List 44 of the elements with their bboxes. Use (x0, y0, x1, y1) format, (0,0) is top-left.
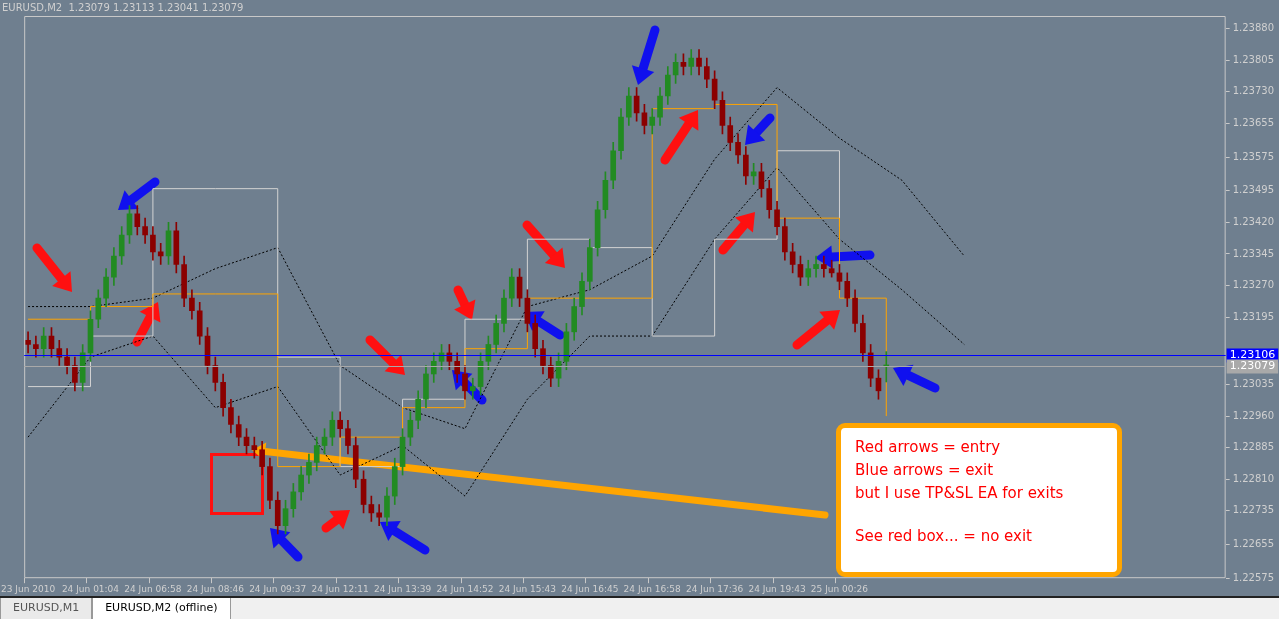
x-tick-label: 24 Jun 08:46 (186, 583, 245, 594)
x-tick-label: 24 Jun 14:52 (436, 583, 494, 594)
x-tick-label: 24 Jun 06:58 (124, 583, 182, 594)
x-tick-label: 24 Jun 16:58 (623, 583, 682, 594)
annotation: Blue arrows = exit (855, 460, 995, 481)
annotation: Red arrows = entry (855, 437, 1002, 458)
y-tick-label: 1.22960 (1232, 409, 1275, 421)
candlestick (469, 377, 476, 400)
y-tick-label: 1.23805 (1232, 53, 1275, 65)
y-tick-label: 1.23035 (1232, 378, 1275, 390)
y-tick-label: 1.23270 (1232, 279, 1275, 291)
candlestick (157, 243, 164, 265)
x-tick-label: 24 Jun 13:39 (373, 583, 432, 594)
x-tick-label: 24 Jun 17:36 (686, 583, 744, 594)
y-tick-label: 1.23495 (1232, 184, 1275, 196)
y-tick-label: 1.23420 (1232, 215, 1275, 227)
x-tick-label: 24 Jun 19:43 (748, 583, 806, 594)
y-tick-label: 1.23345 (1232, 247, 1275, 259)
x-tick-label: 24 Jun 12:11 (311, 583, 369, 594)
y-tick-label: 1.23880 (1232, 22, 1275, 34)
x-tick-label: 25 Jun 00:26 (810, 583, 869, 594)
x-tick-label: 24 Jun 16:45 (561, 583, 619, 594)
text: EURUSD,M2 (offline) (92, 598, 231, 619)
y-tick-label: 1.22885 (1232, 441, 1275, 453)
ref-line-label: 1.23079 (1229, 359, 1276, 373)
annotation: but I use TP&SL EA for exits (855, 483, 1065, 504)
y-tick-label: 1.22810 (1232, 472, 1275, 484)
x-tick-label: 24 Jun 15:43 (498, 583, 556, 594)
text: EURUSD,M1 (0, 598, 93, 619)
x-tick-label: 23 Jun 2010 (1, 583, 56, 594)
x-tick-label: 24 Jun 01:04 (61, 583, 120, 594)
chart-title: EURUSD,M2 1.23079 1.23113 1.23041 1.23079 (2, 1, 244, 13)
y-tick-label: 1.23730 (1232, 85, 1275, 97)
candlestick (251, 436, 258, 459)
annotation: See red box... = no exit (855, 526, 1033, 547)
y-tick-label: 1.23195 (1232, 310, 1275, 322)
line-series (27, 87, 965, 430)
y-tick-label: 1.23575 (1232, 150, 1275, 162)
y-tick-label: 1.22735 (1232, 504, 1275, 516)
y-tick-label: 1.22655 (1232, 538, 1275, 550)
x-tick-label: 24 Jun 09:37 (249, 583, 307, 594)
y-tick-label: 1.23655 (1232, 116, 1275, 128)
ref-line-label: 1.23106 (1229, 348, 1276, 362)
y-tick-label: 1.22575 (1232, 571, 1275, 583)
